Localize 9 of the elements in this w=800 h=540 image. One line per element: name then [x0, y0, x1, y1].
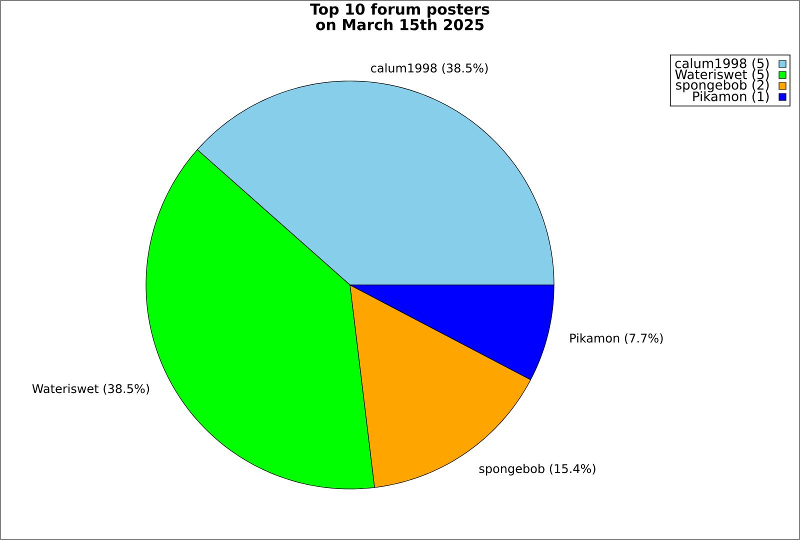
- legend-label: Wateriswet (5): [675, 69, 769, 81]
- legend-label: spongebob (2): [676, 80, 769, 92]
- data-label: Wateriswet (38.5%): [32, 384, 150, 395]
- data-label: spongebob (15.4%): [479, 464, 596, 476]
- data-label: calum1998 (38.5%): [371, 63, 488, 74]
- legend-label: calum1998 (5): [675, 58, 769, 70]
- chart-title: Top 10 forum posters on March 15th 2025: [310, 3, 490, 30]
- legend-label: Pikamon (1): [693, 91, 769, 103]
- data-label: Pikamon (7.7%): [570, 333, 663, 344]
